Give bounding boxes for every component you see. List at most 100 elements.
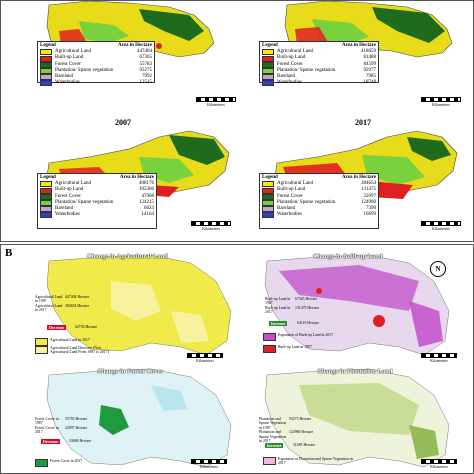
legend-row: Forest Cover 47008 (40, 194, 154, 200)
scale-bar-3: Kilometres (191, 221, 231, 231)
scale-bar-4: Kilometres (421, 221, 461, 231)
legend-swatch (262, 67, 274, 74)
legend-row: Agricultural Land 384654 (262, 181, 376, 188)
legend-class-area: 92977 (363, 67, 377, 73)
decrease-badge-forest: Decrease (41, 439, 61, 444)
legend-class-name: Plantation/ Sparse vegetation (277, 67, 336, 73)
legend-row: Forest Cover 84599 (262, 62, 376, 68)
legend-class-area: 408176 (139, 181, 154, 187)
legend-class-area: 22097 (363, 193, 377, 199)
legend-map-1: Legend Area in Hectare Agricultural Land 4… (37, 41, 155, 87)
panel-a: Legend Area in Hectare Agricultural Land 4… (0, 0, 474, 242)
scale-bar-b2: Kilometres (421, 353, 457, 363)
change-title-plantation: Change in Plantation Land (317, 368, 393, 375)
legend-class-name: Forest Cover (55, 61, 81, 67)
change-map-forest (46, 368, 232, 468)
legend-class-area: 384654 (361, 181, 376, 187)
legend-row: Built-up Land 131475 (262, 187, 376, 194)
scale-bar-1: Kilometres (196, 97, 236, 107)
legend-class-area: 84599 (363, 61, 377, 67)
legend-swatch (262, 199, 274, 206)
legend-class-name: Built-up Land (277, 187, 306, 193)
change-notes-plantation: Plantation and Sparse Vegetation in 1987… (259, 417, 314, 444)
legend-swatch (40, 67, 52, 74)
legend-swatch (40, 49, 52, 56)
legend-class-name: Agricultural Land (55, 181, 91, 187)
legend-title: Legend (40, 43, 56, 48)
legend-class-name: Built-up Land (55, 55, 84, 61)
panel-b: B N Change in Agricultural Land Agricult… (0, 244, 474, 474)
scale-label: Kilometres (432, 102, 450, 107)
increase-badge-builtup: Increase (269, 321, 288, 326)
legend-class-name: Built-up Land (277, 55, 306, 61)
change-title-builtup: Change in Built-up Land (313, 253, 383, 260)
change-map-plantation (264, 368, 450, 468)
legend-class-name: Agricultural Land (277, 181, 313, 187)
scale-bar-2: Kilometres (421, 97, 461, 107)
legend-swatch (40, 181, 52, 188)
legend-swatch (262, 212, 274, 219)
legend-row: Plantation/ Sparse vegetation 124960 (262, 200, 376, 206)
legend-class-name: Waterbodies (55, 80, 80, 86)
legend-row: Bareland 6623 (40, 206, 154, 213)
legend-class-name: Bareland (55, 206, 74, 212)
decrease-badge-agricultural: Decrease (47, 325, 67, 330)
legend-row: Agricultural Land 447404 (40, 49, 152, 56)
legend-map-3: Legend Area in Hectare Agricultural Land 4… (37, 173, 157, 229)
legend-class-area: 12515 (139, 80, 153, 86)
legend-class-name: Waterbodies (277, 80, 302, 86)
legend-swatch (262, 206, 274, 213)
legend-class-name: Agricultural Land (277, 49, 313, 55)
scale-label: Kilometres (207, 102, 225, 107)
scale-label: Kilometres (202, 226, 220, 231)
panel-b-label: B (5, 247, 13, 259)
legend-rows: Agricultural Land 384654 Built-up Land 1314… (262, 181, 377, 219)
legend-swatch (40, 74, 52, 81)
increase-badge-plantation: Increase (265, 443, 284, 448)
legend-swatch (262, 61, 274, 68)
legend-units: Area in Hectare (342, 175, 376, 180)
legend-row: Agricultural Land 418059 (262, 49, 376, 56)
legend-row: Built-up Land 67365 (40, 55, 153, 62)
legend-row: Built-up Land 81488 (262, 55, 376, 62)
legend-class-area: 124215 (139, 199, 154, 205)
change-notes-agricultural: Agricultural Land in 1987447404 Hectare … (35, 295, 90, 313)
legend-row: Waterbodies 14164 (40, 212, 154, 219)
legend-class-area: 7992 (142, 74, 152, 80)
legend-row: Plantation/ Sparse vegetation 93275 (40, 68, 152, 74)
change-value-plantation: 31685 Hectare (293, 443, 316, 447)
legend-class-area: 7390 (366, 206, 376, 212)
legend-swatch (40, 61, 52, 68)
legend-units: Area in Hectare (120, 175, 154, 180)
legend-class-area: 7985 (366, 74, 376, 80)
legend-swatch (40, 212, 52, 219)
change-notes-builtup: Built-up Land in 198767365 Hectare Built… (265, 297, 320, 315)
legend-swatch (40, 80, 52, 87)
legend-class-name: Plantation/ Sparse vegetation (55, 199, 114, 205)
legend-row: Built-up Land 105366 (40, 187, 154, 194)
legend-class-area: 55783 (139, 61, 153, 67)
legend-class-name: Bareland (55, 74, 74, 80)
key-forest-2017: Forest Cover in 2017 (35, 459, 115, 467)
legend-map-4: Legend Area in Hectare Agricultural Land 3… (259, 173, 379, 229)
year-label-2017: 2017 (355, 118, 371, 127)
legend-title: Legend (262, 175, 278, 180)
key-plantation-expansion: Expansion of Plantation and Sparse Veget… (263, 457, 353, 465)
legend-row: Forest Cover 55783 (40, 62, 152, 68)
legend-row: Waterbodies 16699 (262, 212, 376, 219)
legend-row: Waterbodies 18748 (262, 80, 376, 87)
legend-rows: Agricultural Land 408176 Built-up Land 1053… (40, 181, 154, 219)
legend-swatch (40, 199, 52, 206)
legend-row: Waterbodies 12515 (40, 80, 153, 87)
legend-swatch (262, 49, 274, 56)
change-notes-forest: Forest Cover in 198755783 Hectare Forest… (35, 417, 88, 435)
legend-swatch (262, 55, 274, 62)
legend-units: Area in Hectare (118, 43, 152, 48)
change-map-builtup (264, 254, 450, 356)
legend-units: Area in Hectare (342, 43, 376, 48)
legend-swatch (40, 206, 52, 213)
legend-class-name: Bareland (277, 74, 296, 80)
legend-class-area: 67365 (139, 55, 153, 61)
year-label-2007: 2007 (115, 118, 131, 127)
legend-row: Plantation/ Sparse vegetation 124215 (40, 200, 154, 206)
